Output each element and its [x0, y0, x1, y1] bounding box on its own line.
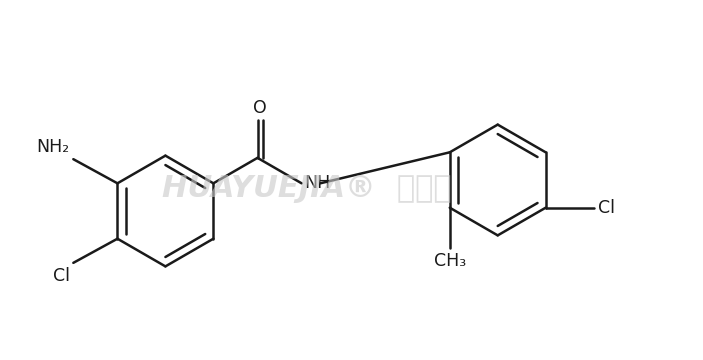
Text: Cl: Cl	[598, 199, 614, 217]
Text: O: O	[253, 99, 267, 117]
Text: NH: NH	[304, 174, 330, 192]
Text: CH₃: CH₃	[434, 252, 466, 270]
Text: NH₂: NH₂	[37, 138, 70, 156]
Text: HUAYUEJIA®  化学品: HUAYUEJIA® 化学品	[162, 174, 452, 203]
Text: Cl: Cl	[53, 267, 70, 285]
